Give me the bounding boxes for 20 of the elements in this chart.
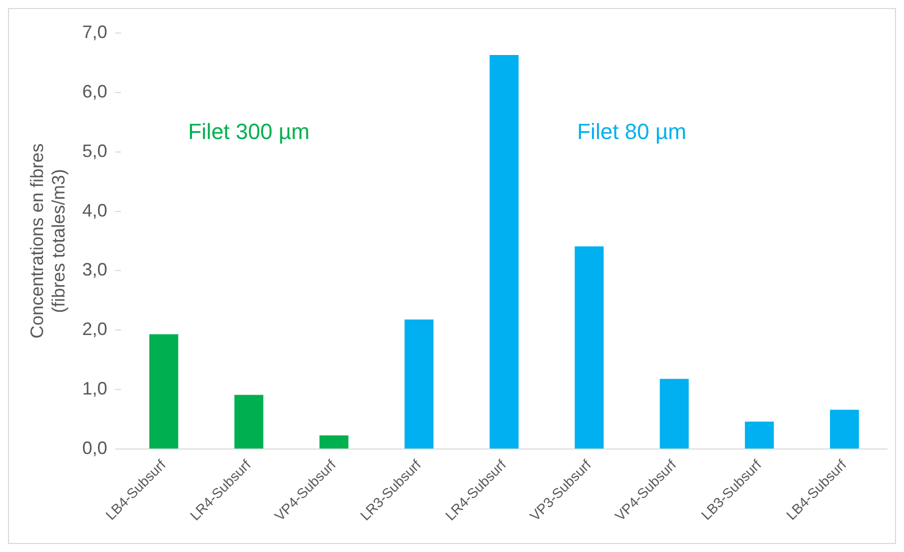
text: Filet 80 µm <box>577 118 686 144</box>
y-tick-label: 2,0 <box>82 319 108 340</box>
y-tick-label: 6,0 <box>82 81 108 102</box>
bar <box>234 394 264 448</box>
bar <box>490 54 519 448</box>
y-tick-label: 0,0 <box>82 438 108 458</box>
bar <box>574 246 604 448</box>
bar <box>404 319 434 448</box>
bar <box>830 410 859 448</box>
y-tick-label: 4,0 <box>82 200 108 220</box>
y-tick-label: 5,0 <box>82 140 108 161</box>
y-tick-label: 7,0 <box>82 22 108 42</box>
bar <box>149 334 178 448</box>
bar <box>660 378 689 448</box>
text: Filet 300 µm <box>188 118 310 144</box>
bar <box>744 422 774 448</box>
y-tick-label: 1,0 <box>82 378 108 399</box>
y-axis-title: Concentrations en fibres (fibres totales/m3) <box>26 143 68 339</box>
y-tick-label: 3,0 <box>82 260 108 280</box>
bar <box>319 435 348 448</box>
